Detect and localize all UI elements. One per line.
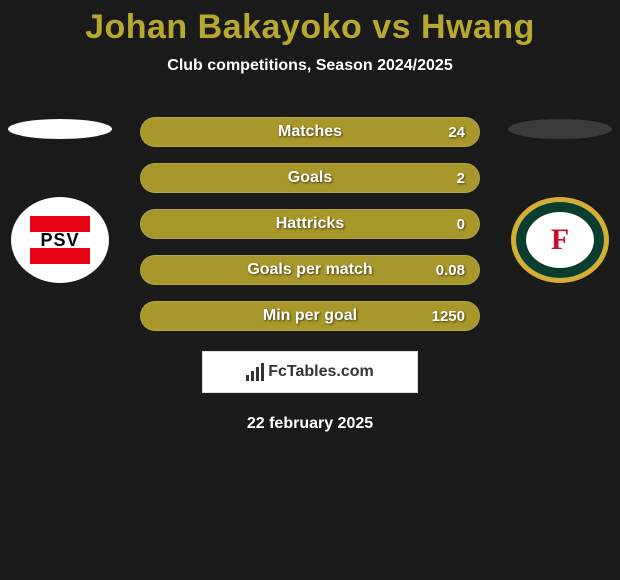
stat-value: 0	[457, 216, 465, 233]
bars-icon	[246, 363, 264, 381]
bar-3	[256, 367, 259, 381]
stat-value: 2	[457, 170, 465, 187]
right-column: F	[500, 117, 620, 283]
left-column: PSV	[0, 117, 120, 283]
psv-badge-icon: PSV	[11, 197, 109, 283]
bar-4	[261, 363, 264, 381]
stat-label: Goals per match	[247, 261, 372, 279]
brand-text: FcTables.com	[268, 363, 374, 381]
stat-row-goals-per-match: Goals per match 0.08	[140, 255, 480, 285]
stat-label: Goals	[288, 169, 332, 187]
stat-row-matches: Matches 24	[140, 117, 480, 147]
subtitle: Club competitions, Season 2024/2025	[0, 57, 620, 75]
feyenoord-letter: F	[551, 223, 569, 257]
left-team-badge: PSV	[11, 197, 109, 283]
stat-row-hattricks: Hattricks 0	[140, 209, 480, 239]
right-player-silhouette	[508, 119, 612, 139]
stats-column: Matches 24 Goals 2 Hattricks 0 Goals per…	[120, 117, 500, 331]
main-row: PSV Matches 24 Goals 2 Hattricks 0 Goals…	[0, 117, 620, 331]
right-team-badge: F	[511, 197, 609, 283]
feyenoord-inner: F	[537, 217, 583, 263]
stat-label: Min per goal	[263, 307, 357, 325]
page-title: Johan Bakayoko vs Hwang	[0, 8, 620, 47]
source-brand-box[interactable]: FcTables.com	[202, 351, 418, 393]
left-player-silhouette	[8, 119, 112, 139]
bar-2	[251, 371, 254, 381]
stat-row-goals: Goals 2	[140, 163, 480, 193]
stat-value: 1250	[432, 308, 465, 325]
stat-label: Matches	[278, 123, 342, 141]
psv-badge-text: PSV	[30, 232, 90, 248]
psv-stripe-bottom	[30, 248, 90, 264]
psv-shield: PSV	[30, 216, 90, 264]
stat-row-min-per-goal: Min per goal 1250	[140, 301, 480, 331]
stat-value: 24	[448, 124, 465, 141]
feyenoord-badge-icon: F	[511, 197, 609, 283]
comparison-widget: Johan Bakayoko vs Hwang Club competition…	[0, 0, 620, 433]
stat-label: Hattricks	[276, 215, 344, 233]
date-label: 22 february 2025	[0, 415, 620, 433]
bar-1	[246, 375, 249, 381]
stat-value: 0.08	[436, 262, 465, 279]
